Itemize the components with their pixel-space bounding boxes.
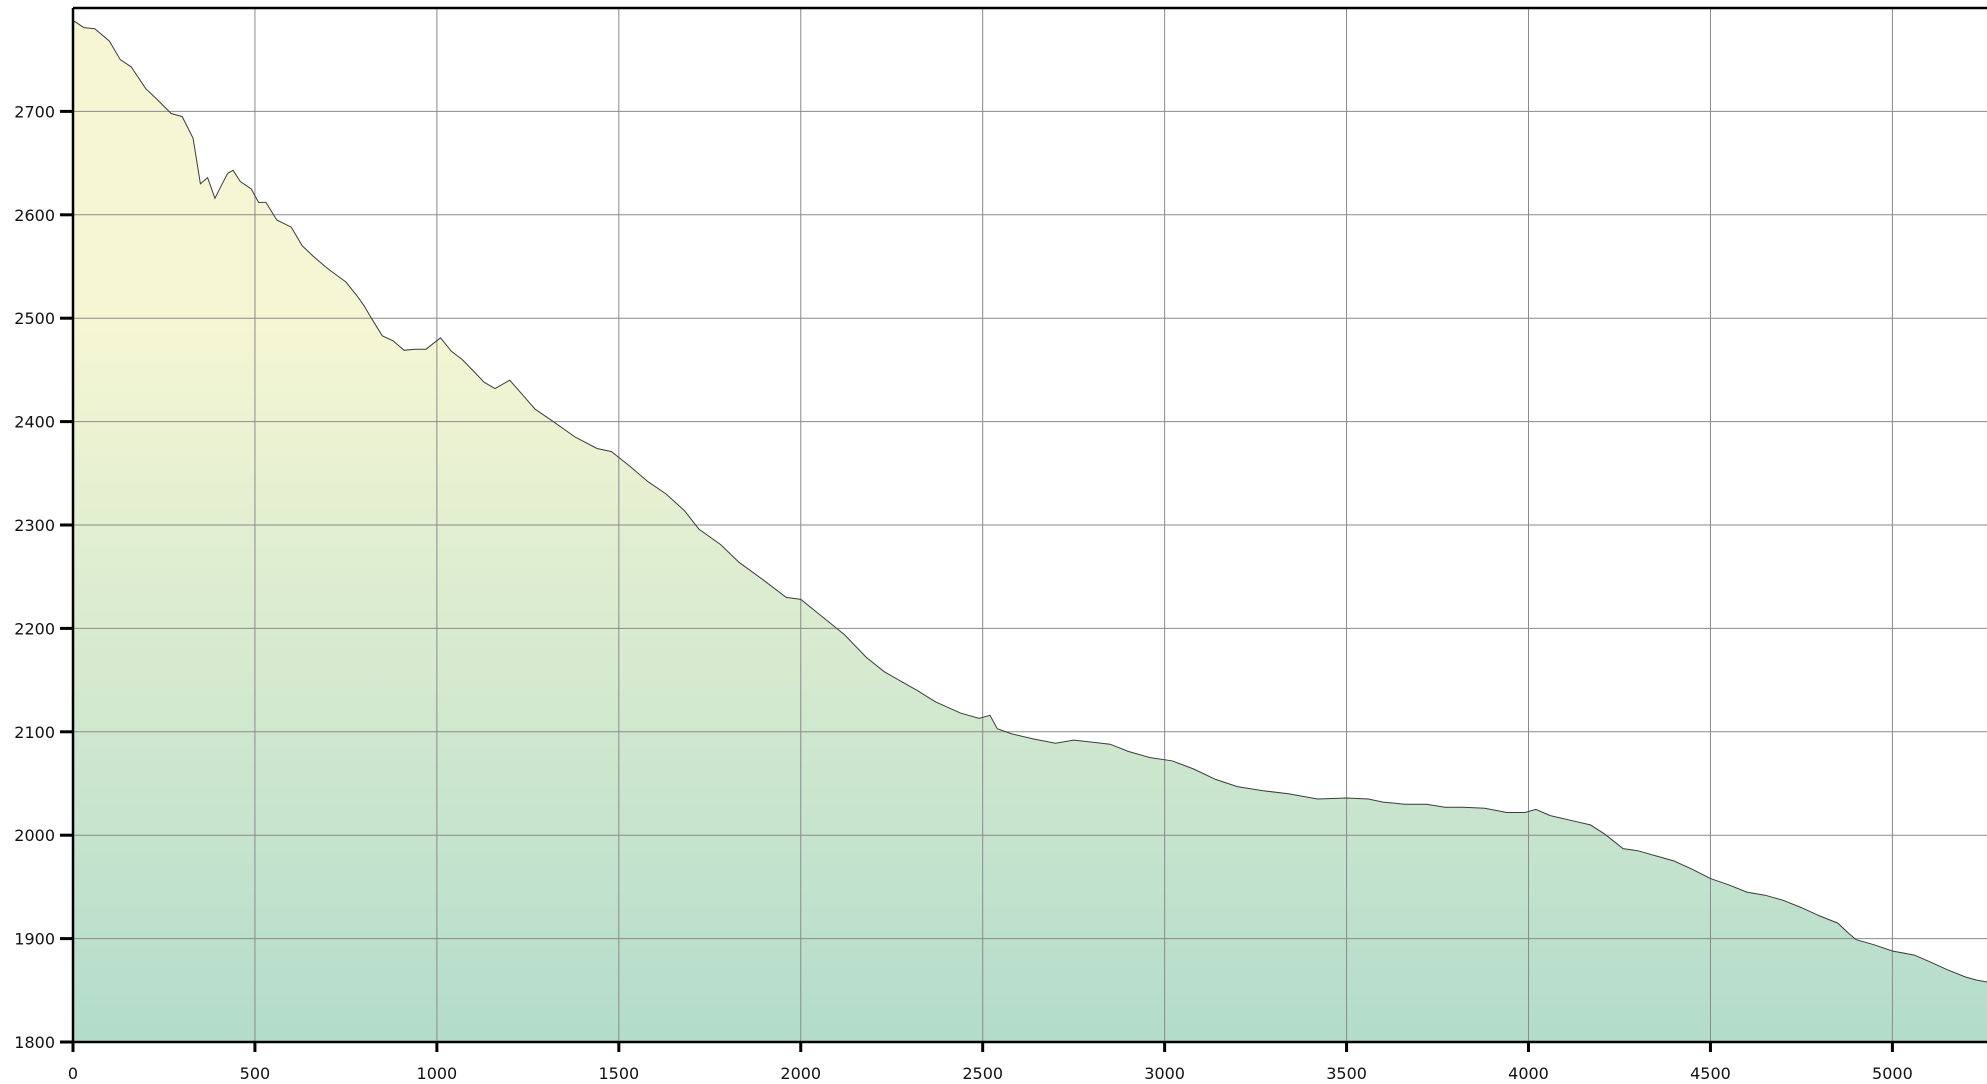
y-tick-label: 2600 bbox=[14, 206, 55, 225]
x-tick-label: 1500 bbox=[598, 1064, 639, 1083]
x-tick-label: 5000 bbox=[1872, 1064, 1913, 1083]
x-tick-label: 500 bbox=[240, 1064, 271, 1083]
y-tick-label: 2000 bbox=[14, 826, 55, 845]
y-tick-label: 2500 bbox=[14, 309, 55, 328]
y-tick-label: 2700 bbox=[14, 102, 55, 121]
y-tick-label: 1800 bbox=[14, 1033, 55, 1052]
x-tick-label: 4000 bbox=[1508, 1064, 1549, 1083]
x-tick-label: 0 bbox=[68, 1064, 78, 1083]
y-tick-label: 2100 bbox=[14, 723, 55, 742]
y-tick-label: 2200 bbox=[14, 619, 55, 638]
elevation-area bbox=[73, 20, 1987, 1042]
y-tick-label: 1900 bbox=[14, 930, 55, 949]
tick-labels: 1800 1900 2000 2100 2200 2300 2400 2500 2600 2700… bbox=[14, 102, 1912, 1083]
axes bbox=[60, 6, 1987, 1052]
y-tick-label: 2400 bbox=[14, 413, 55, 432]
x-tick-label: 1000 bbox=[417, 1064, 458, 1083]
x-tick-label: 3500 bbox=[1326, 1064, 1367, 1083]
x-tick-label: 3000 bbox=[1144, 1064, 1185, 1083]
x-tick-label: 2000 bbox=[780, 1064, 821, 1083]
elevation-line bbox=[72, 19, 1987, 983]
x-tick-label: 2500 bbox=[962, 1064, 1003, 1083]
x-tick-label: 4500 bbox=[1690, 1064, 1731, 1083]
elevation-fill bbox=[73, 20, 1987, 1042]
grid bbox=[72, 8, 1987, 1042]
y-tick-label: 2300 bbox=[14, 516, 55, 535]
